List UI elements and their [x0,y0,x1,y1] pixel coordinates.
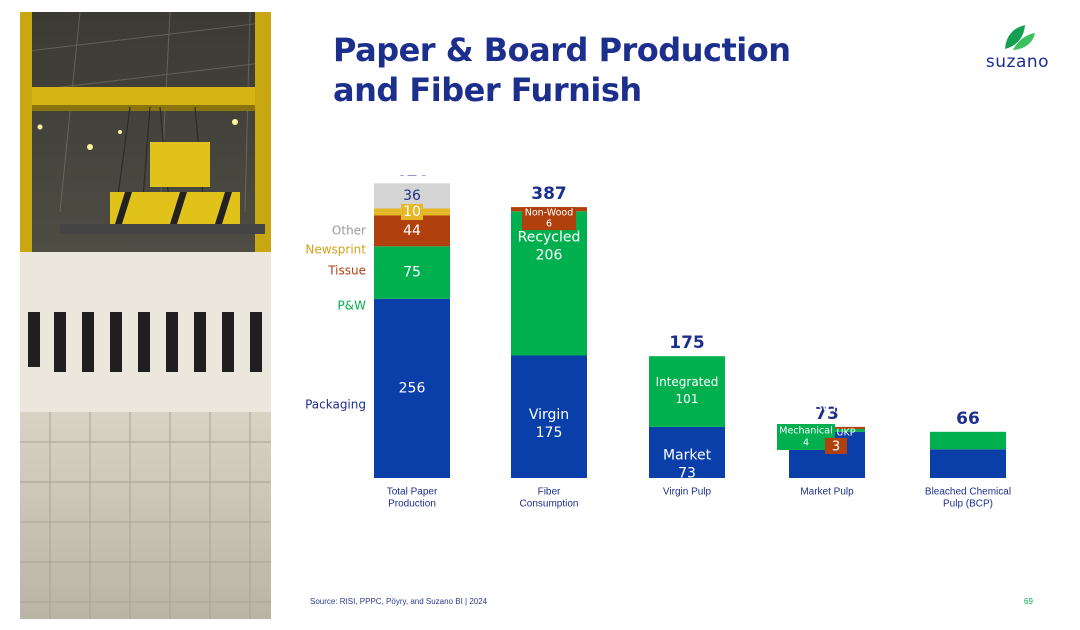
legend-p-w: P&W [338,299,367,313]
legend-newsprint: Newsprint [305,243,366,257]
bar-virgin-pulp-integrated [649,356,725,427]
category-label-virgin-pulp: Virgin Pulp [663,487,712,498]
segment-label-total-paper-production-tissue: 44 [403,223,421,239]
warehouse-photo [20,12,271,619]
slide-title-line-1: Paper & Board Production [333,31,791,69]
segment-label-market-pulp-ukp-value: 3 [832,439,840,454]
total-label-bleached-chemical-pulp-bcp: 66 [956,409,980,429]
bar-fiber-consumption-virgin [511,355,587,478]
segment-label-virgin-pulp-integrated: Integrated [656,375,719,389]
category-label-total-paper-production: Total Paper [387,487,438,498]
category-label-market-pulp: Market Pulp [800,487,854,498]
segment-label-fiber-consumption-non-wood-value: 6 [546,219,552,230]
category-label-bleached-chemical-pulp-bcp-2: Pulp (BCP) [943,499,993,510]
side-legend: Other Newsprint Tissue P&W Packaging [305,224,366,412]
bar-virgin-pulp-market [649,426,725,478]
category-label-total-paper-production-2: Production [388,499,436,510]
segment-label-fiber-consumption-recycled-value: 206 [536,247,563,263]
segment-label-market-pulp-mechanical-value: 4 [803,438,809,449]
segment-label-fiber-consumption-non-wood: Non-Wood [525,208,573,219]
segment-label-total-paper-production-p-w: 75 [403,265,421,281]
bar-total-paper-production-tissue [374,215,450,247]
segment-label-total-paper-production-packaging: 256 [399,380,426,396]
slide-title-line-2: and Fiber Furnish [333,71,642,109]
segment-label-virgin-pulp-integrated-value: 101 [676,392,699,406]
bars: 42025675441036387Virgin175Recycled206Non… [374,175,1006,481]
legend-packaging: Packaging [305,398,366,412]
callout-box-non-wood [522,207,576,231]
callout-box-ukp [825,437,847,454]
suzano-logo: suzano [975,22,1060,74]
total-label-market-pulp: 73 [815,404,839,424]
logo-text: suzano [985,52,1050,72]
slide-title: Paper & Board Production and Fiber Furni… [333,30,853,110]
category-label-fiber-consumption-2: Consumption [520,499,579,510]
segment-label-market-pulp-bcp: BCP [813,400,841,416]
category-label-fiber-consumption: Fiber [538,487,561,498]
source-note: Source: RISI, PPPC, Pöyry, and Suzano BI… [310,597,488,606]
segment-label-virgin-pulp-market: Market [663,447,712,463]
value-box-newsprint [401,204,423,220]
total-label-total-paper-production: 420 [394,175,430,180]
segment-label-fiber-consumption-virgin-value: 175 [536,425,563,441]
total-label-virgin-pulp: 175 [669,333,705,353]
segment-label-total-paper-production-newsprint: 10 [403,204,421,220]
stacked-bar-chart: Other Newsprint Tissue P&W Packaging 420 256 7… [305,175,1011,510]
bar-bleached-chemical-pulp-bcp-bhkp [930,449,1006,478]
category-label-bleached-chemical-pulp-bcp: Bleached Chemical [925,487,1011,498]
segment-label-market-pulp-mechanical: Mechanical [779,426,832,437]
bar-bleached-chemical-pulp-bcp-bskp [930,431,1006,450]
legend-tissue: Tissue [327,264,366,278]
legend-other: Other [332,224,366,238]
bar-fiber-consumption-recycled [511,211,587,356]
total-label-fiber-consumption: 387 [531,184,567,204]
segment-label-fiber-consumption-virgin: Virgin [529,407,569,423]
segment-label-virgin-pulp-market-value: 73 [678,465,696,481]
bar-total-paper-production-packaging [374,298,450,478]
segment-label-market-pulp-ukp: UKP [837,427,856,438]
segment-label-total-paper-production-other: 36 [403,188,421,204]
bar-total-paper-production-p-w [374,246,450,299]
segment-label-fiber-consumption-recycled: Recycled [518,229,581,245]
leaf-icon [1005,25,1035,50]
page-number: 69 [1024,597,1033,606]
